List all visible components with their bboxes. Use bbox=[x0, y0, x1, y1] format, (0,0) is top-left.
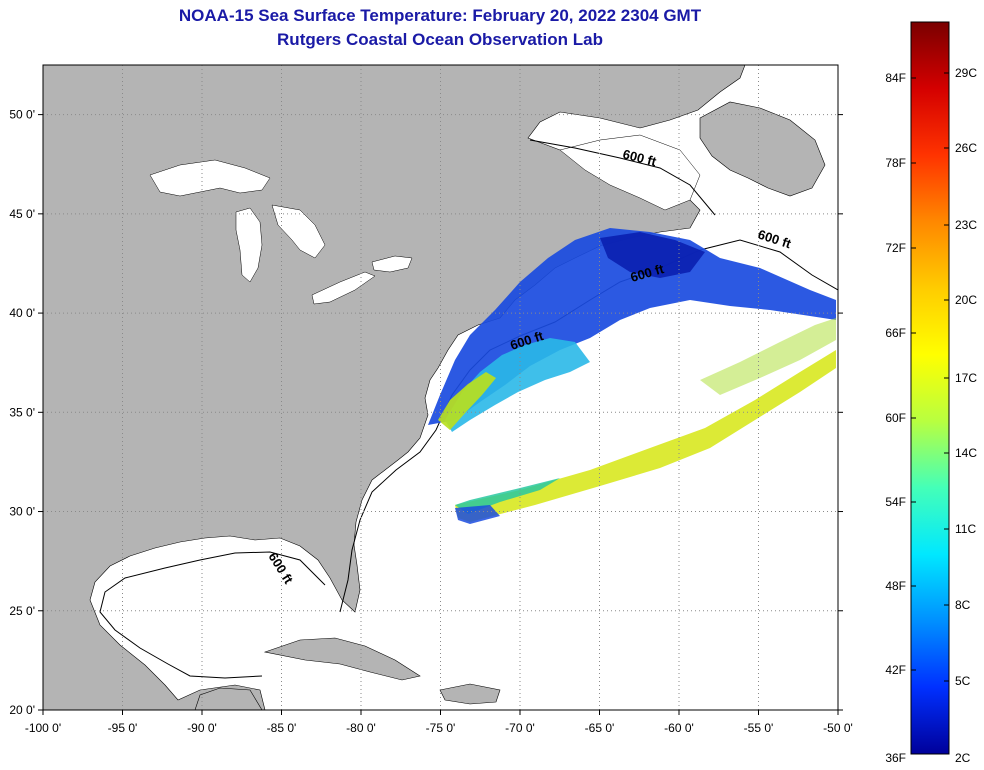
lat-tick-label: 35 0' bbox=[9, 405, 35, 419]
lat-tick-label: 20 0' bbox=[9, 703, 35, 717]
land-cuba bbox=[263, 637, 421, 681]
colorbar-label-celsius: 11C bbox=[955, 522, 976, 536]
colorbar-label-fahrenheit: 60F bbox=[885, 411, 906, 425]
colorbar-label-fahrenheit: 72F bbox=[885, 241, 906, 255]
lat-tick-label: 40 0' bbox=[9, 306, 35, 320]
map-title: NOAA-15 Sea Surface Temperature: Februar… bbox=[178, 6, 702, 25]
sst-slope-cyan bbox=[445, 338, 590, 432]
colorbar-celsius-labels: 29C 26C 23C 20C 17C 14C 11C 8C 5C 2C bbox=[955, 66, 977, 765]
colorbar-label-fahrenheit: 48F bbox=[885, 579, 906, 593]
lon-tick-label: -60 0' bbox=[664, 721, 694, 735]
colorbar-label-celsius: 14C bbox=[955, 446, 977, 460]
lon-tick-label: -85 0' bbox=[267, 721, 297, 735]
lake-erie bbox=[311, 271, 376, 305]
sst-gulf-stream-nc bbox=[438, 372, 496, 430]
sst-cold-shelf bbox=[428, 228, 836, 425]
lon-tick-label: -100 0' bbox=[25, 721, 61, 735]
lake-superior bbox=[149, 159, 271, 197]
sst-gulf-stream-edge bbox=[455, 478, 560, 514]
colorbar-label-fahrenheit: 78F bbox=[885, 156, 906, 170]
colorbar-label-fahrenheit: 42F bbox=[885, 663, 906, 677]
lat-tick-label: 25 0' bbox=[9, 604, 35, 618]
sst-warm-offshore-specks bbox=[700, 318, 836, 395]
temperature-colorbar bbox=[910, 21, 950, 755]
colorbar-ticks bbox=[911, 72, 949, 682]
colorbar-label-celsius: 5C bbox=[955, 674, 971, 688]
land-newfoundland bbox=[699, 101, 826, 197]
lon-tick-label: -75 0' bbox=[426, 721, 456, 735]
latitude-axis: 20 0' 25 0' 30 0' 35 0' 40 0' 45 0' 50 0' bbox=[9, 108, 843, 717]
lon-tick-label: -50 0' bbox=[823, 721, 853, 735]
colorbar-fahrenheit-labels: 84F 78F 72F 66F 60F 54F 48F 42F 36F bbox=[885, 71, 906, 765]
isobath-st-lawrence bbox=[529, 139, 716, 216]
colorbar-label-celsius: 17C bbox=[955, 371, 977, 385]
map-subtitle: Rutgers Coastal Ocean Observation Lab bbox=[277, 30, 603, 49]
lon-tick-label: -95 0' bbox=[108, 721, 138, 735]
colorbar-label-celsius: 26C bbox=[955, 141, 977, 155]
sst-gulf-stream-band bbox=[455, 350, 836, 522]
colorbar-label-celsius: 2C bbox=[955, 751, 971, 765]
lon-tick-label: -65 0' bbox=[585, 721, 615, 735]
colorbar-label-fahrenheit: 36F bbox=[885, 751, 906, 765]
lake-michigan bbox=[235, 207, 263, 283]
gulf-of-st-lawrence bbox=[559, 134, 701, 211]
sst-swath bbox=[428, 228, 836, 524]
colorbar-label-fahrenheit: 66F bbox=[885, 326, 906, 340]
lon-tick-label: -80 0' bbox=[346, 721, 376, 735]
land-hispaniola bbox=[439, 683, 501, 705]
lon-tick-label: -55 0' bbox=[744, 721, 774, 735]
land-yucatan bbox=[194, 687, 263, 710]
map-content bbox=[43, 65, 838, 710]
lake-huron bbox=[271, 204, 326, 259]
longitude-axis: -100 0' -95 0' -90 0' -85 0' -80 0' -75 0' -70… bbox=[25, 710, 853, 735]
lon-tick-label: -70 0' bbox=[505, 721, 535, 735]
sst-deep-blue-gulf-of-maine bbox=[600, 232, 705, 278]
colorbar-label-fahrenheit: 54F bbox=[885, 495, 906, 509]
colorbar-label-celsius: 8C bbox=[955, 598, 971, 612]
lat-tick-label: 30 0' bbox=[9, 505, 35, 519]
colorbar-label-celsius: 20C bbox=[955, 293, 977, 307]
lon-tick-label: -90 0' bbox=[187, 721, 217, 735]
isobath-gulf-of-mexico bbox=[99, 551, 326, 679]
sst-cold-southern-edge bbox=[455, 505, 500, 524]
lat-tick-label: 45 0' bbox=[9, 207, 35, 221]
map-graticule bbox=[43, 65, 838, 710]
colorbar-label-celsius: 29C bbox=[955, 66, 977, 80]
lake-ontario bbox=[371, 255, 413, 273]
lat-tick-label: 50 0' bbox=[9, 108, 35, 122]
colorbar-label-fahrenheit: 84F bbox=[885, 71, 906, 85]
colorbar-label-celsius: 23C bbox=[955, 218, 977, 232]
